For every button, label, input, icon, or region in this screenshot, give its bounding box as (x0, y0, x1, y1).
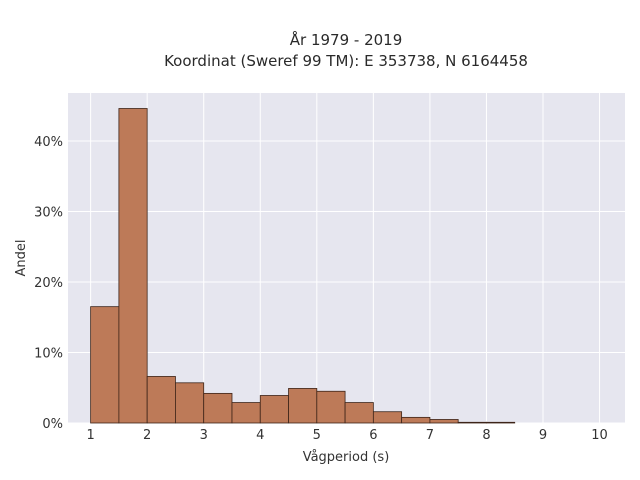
histogram-bar (429, 419, 459, 424)
x-tick-label: 4 (256, 428, 264, 443)
y-axis-ticks: 0% 10% 20% 30% 40% (34, 135, 63, 432)
y-tick-label: 30% (34, 205, 63, 220)
x-tick-label: 8 (482, 428, 490, 443)
y-tick-label: 10% (34, 346, 63, 361)
y-axis-label: Andel (14, 240, 29, 277)
x-tick-label: 3 (200, 428, 208, 443)
histogram-bar (146, 376, 176, 424)
histogram-bar (457, 421, 487, 424)
histogram-bar (231, 402, 261, 424)
chart-title-line-1: År 1979 - 2019 (290, 30, 403, 49)
x-tick-label: 9 (539, 428, 547, 443)
x-axis-ticks: 1 2 3 4 5 6 7 8 9 10 (86, 428, 607, 443)
histogram-bar (118, 108, 148, 424)
chart-title-line-2: Koordinat (Sweref 99 TM): E 353738, N 61… (164, 52, 528, 70)
histogram-bar (401, 416, 431, 424)
x-tick-label: 5 (313, 428, 321, 443)
histogram-bar (316, 390, 346, 424)
histogram-bar (175, 382, 205, 424)
y-tick-label: 20% (34, 276, 63, 291)
x-tick-label: 1 (86, 428, 94, 443)
x-tick-label: 7 (426, 428, 434, 443)
histogram-bar (486, 421, 516, 424)
x-axis-label: Vågperiod (s) (303, 450, 390, 465)
x-tick-label: 2 (143, 428, 151, 443)
histogram-bar (203, 392, 233, 424)
histogram-bar (288, 388, 318, 424)
histogram-bar (259, 395, 289, 424)
y-tick-label: 40% (34, 135, 63, 150)
bars (90, 108, 516, 424)
x-tick-label: 10 (591, 428, 608, 443)
x-tick-label: 6 (369, 428, 377, 443)
histogram-bar (90, 306, 120, 424)
y-tick-label: 0% (42, 417, 63, 432)
histogram-bar (344, 402, 374, 424)
plot-area (68, 93, 625, 423)
histogram-bar (372, 411, 403, 424)
chart-title: År 1979 - 2019 Koordinat (Sweref 99 TM):… (164, 30, 528, 70)
